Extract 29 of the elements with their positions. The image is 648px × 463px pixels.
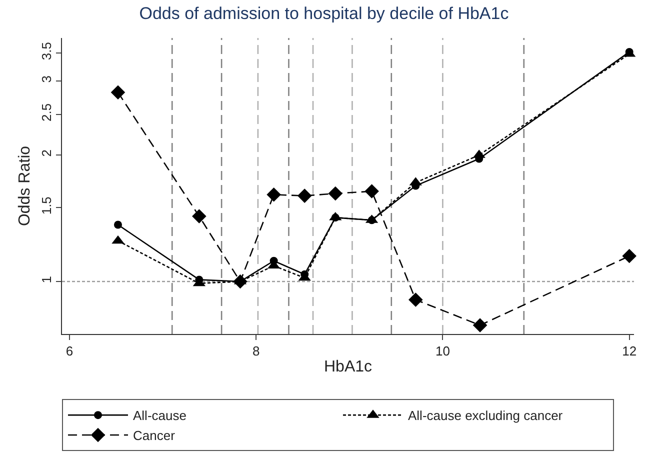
point <box>114 220 122 229</box>
point <box>328 186 343 201</box>
point <box>472 318 488 332</box>
y-tick-label: 3 <box>38 76 54 83</box>
point <box>364 184 379 198</box>
y-tick-label: 1.5 <box>38 196 54 215</box>
point <box>270 256 278 265</box>
legend-label: Cancer <box>133 428 176 444</box>
point <box>368 216 376 224</box>
y-axis-title: Odds Ratio <box>16 146 34 226</box>
chart-title: Odds of admission to hospital by decile of HbA1c <box>139 4 510 23</box>
point <box>110 85 126 100</box>
x-tick-label: 10 <box>435 344 450 359</box>
legend-label: All-cause excluding cancer <box>408 408 564 424</box>
point <box>331 214 340 222</box>
point <box>408 292 423 307</box>
x-tick-label: 6 <box>66 344 74 359</box>
y-tick-label: 2.5 <box>38 103 54 122</box>
y-tick-label: 1 <box>38 276 54 284</box>
y-tick-label: 2 <box>38 150 54 157</box>
x-axis-title: HbA1c <box>324 358 372 376</box>
point <box>297 188 312 203</box>
legend-label: All-cause <box>133 408 186 424</box>
point <box>192 209 206 224</box>
point <box>266 188 281 202</box>
y-tick-label: 3.5 <box>38 42 54 60</box>
x-tick-label: 8 <box>252 344 260 359</box>
point <box>622 248 636 264</box>
x-tick-label: 12 <box>622 344 637 359</box>
